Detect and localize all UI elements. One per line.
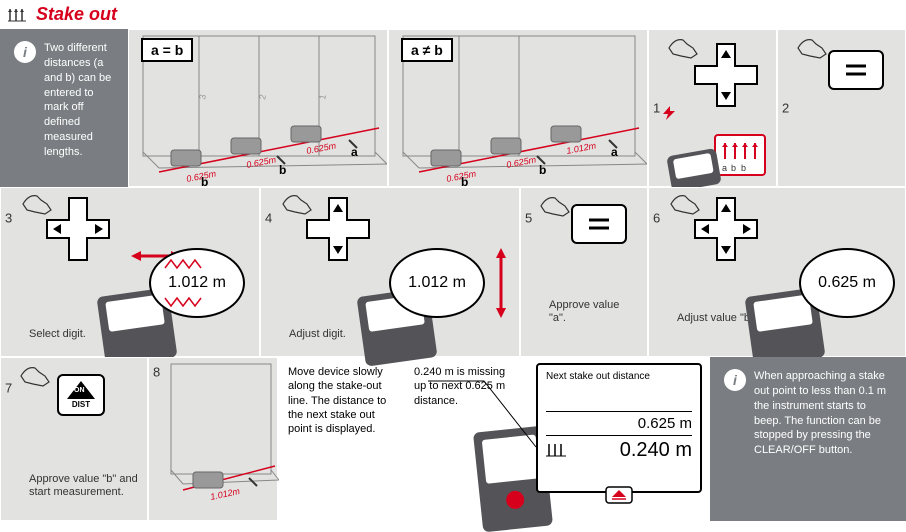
lcd-screen: Next stake out distance 0.625 m 0.240 m: [536, 363, 702, 493]
illustration-equal: a = b 0.625m 0.625m 0.625: [128, 29, 388, 187]
info-box-1: i Two different distances (a and b) can …: [0, 29, 128, 187]
step-number: 5: [525, 211, 532, 226]
dpad-button[interactable]: [693, 42, 759, 113]
value-text: 0.625 m: [818, 274, 876, 292]
device-icon: [666, 148, 721, 192]
step-number: 1: [653, 101, 660, 116]
svg-text:2: 2: [257, 93, 268, 100]
step-caption: Adjust value "b".: [677, 312, 757, 326]
dist-label: DIST: [72, 400, 90, 409]
step-caption: Select digit.: [29, 328, 86, 342]
step-caption: Adjust digit.: [289, 328, 346, 342]
svg-text:b: b: [539, 163, 546, 177]
svg-text:1: 1: [317, 93, 328, 100]
step-caption: Approve value "b" and start measurement.: [29, 473, 139, 501]
info-text-1: Two different distances (a and b) can be…: [44, 41, 114, 160]
dpad-button[interactable]: [693, 196, 759, 267]
value-text: 1.012 m: [408, 274, 466, 292]
svg-text:3: 3: [197, 93, 208, 100]
on-label: ON: [74, 387, 85, 394]
equals-button[interactable]: [828, 50, 884, 90]
value-bubble: 1.012 m: [149, 248, 245, 318]
row-2: 3 Select digit. 1.012: [0, 187, 906, 357]
step-number: 7: [5, 381, 12, 396]
title-row: Stake out: [0, 0, 906, 29]
svg-text:1.012m: 1.012m: [565, 140, 597, 156]
step-number: 3: [5, 211, 12, 226]
step-1: 1: [648, 29, 777, 187]
value-text: 1.012 m: [168, 274, 226, 292]
step-caption: Approve value "a".: [549, 299, 639, 327]
hand-icon: [539, 192, 573, 220]
value-bubble: 1.012 m: [389, 248, 485, 318]
svg-text:a: a: [722, 163, 727, 173]
svg-text:b: b: [279, 163, 286, 177]
step-6: 6 Adjust value "b". 0.625 m: [648, 187, 906, 357]
svg-text:b: b: [201, 175, 208, 187]
info-box-2: i When approaching a stake out point to …: [710, 357, 906, 521]
step-7: 7 ON DIST Approve value "b" and start me…: [0, 357, 148, 521]
lcd-value-1: 0.625 m: [546, 415, 692, 432]
step-number: 4: [265, 211, 272, 226]
on-dist-button[interactable]: ON DIST: [57, 374, 105, 416]
equals-button[interactable]: [571, 204, 627, 244]
step-number: 2: [782, 101, 789, 116]
step-4: 4 Adjust digit. 1.012 m: [260, 187, 520, 357]
instruction-text: Move device slowly along the stake-out l…: [288, 366, 386, 435]
info-icon: i: [724, 369, 746, 391]
step-8-text: Move device slowly along the stake-out l…: [278, 357, 408, 521]
lcd-panel: Next stake out distance 0.625 m 0.240 m: [514, 357, 710, 521]
svg-text:b: b: [741, 163, 746, 173]
svg-text:b: b: [731, 163, 736, 173]
step-8: 8 1.012m: [148, 357, 278, 521]
step-2: 2: [777, 29, 906, 187]
page: Stake out i Two different distances (a a…: [0, 0, 906, 521]
menu-stakeout-icon: a b b: [714, 134, 766, 176]
row-3: 7 ON DIST Approve value "b" and start me…: [0, 357, 906, 521]
lcd-title: Next stake out distance: [546, 371, 692, 382]
svg-text:0.625m: 0.625m: [245, 154, 277, 170]
diagram-stakeout-move: 1.012m: [149, 358, 279, 522]
step-number: 8: [153, 365, 160, 380]
stakeout-icon: [8, 7, 28, 23]
step-number: 6: [653, 211, 660, 226]
value-bubble: 0.625 m: [799, 248, 895, 318]
formula-notequal: a ≠ b: [401, 38, 453, 62]
info-icon: i: [14, 41, 36, 63]
formula-equal: a = b: [141, 38, 193, 62]
stakeout-small-icon: [546, 442, 568, 460]
up-indicator-icon: [604, 485, 634, 505]
illustration-notequal: a ≠ b 0.625m 0.625m 1.012m b b a: [388, 29, 648, 187]
svg-text:b: b: [461, 175, 468, 187]
lcd-value-2: 0.240 m: [568, 439, 692, 462]
step-3: 3 Select digit. 1.012: [0, 187, 260, 357]
row-1: i Two different distances (a and b) can …: [0, 29, 906, 187]
arrow-vertical-icon: [493, 248, 509, 318]
dpad-button[interactable]: [45, 196, 111, 267]
svg-text:0.625m: 0.625m: [305, 140, 337, 156]
callout-line: [424, 377, 544, 457]
svg-text:0.625m: 0.625m: [505, 154, 537, 170]
info-text-2: When approaching a stake out point to le…: [754, 369, 892, 458]
page-title: Stake out: [36, 4, 117, 25]
step-5: 5 Approve value "a".: [520, 187, 648, 357]
hand-icon: [19, 362, 53, 390]
hand-icon: [796, 34, 830, 62]
dpad-button[interactable]: [305, 196, 371, 267]
